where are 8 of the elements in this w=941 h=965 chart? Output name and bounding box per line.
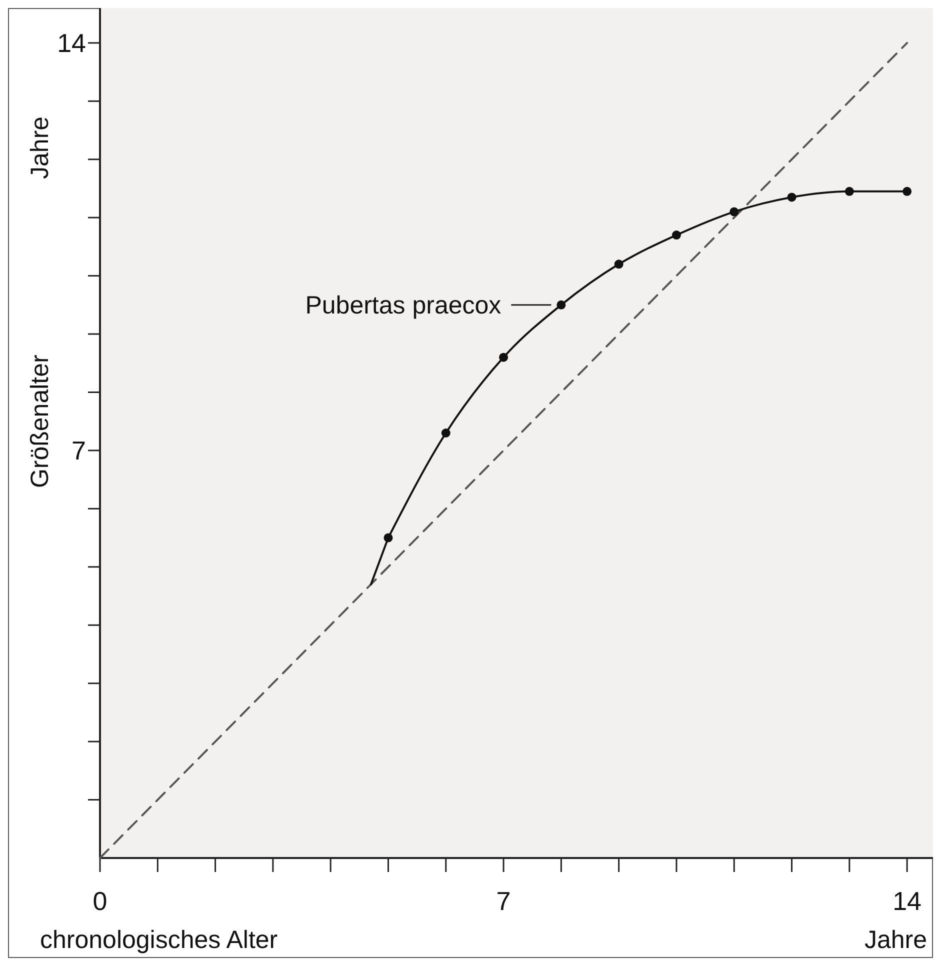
text: Jahre [26,116,54,179]
x-tick-label: 14 [892,886,922,916]
text: Jahre [864,926,927,954]
legend-label: Pubertas praecox [305,292,502,320]
x-tick-label: 7 [496,886,511,916]
x-tick-label: 0 [92,886,108,916]
y-axis-title: Größenalter [26,354,54,488]
x-axis-title: chronologisches Alter [40,926,278,954]
